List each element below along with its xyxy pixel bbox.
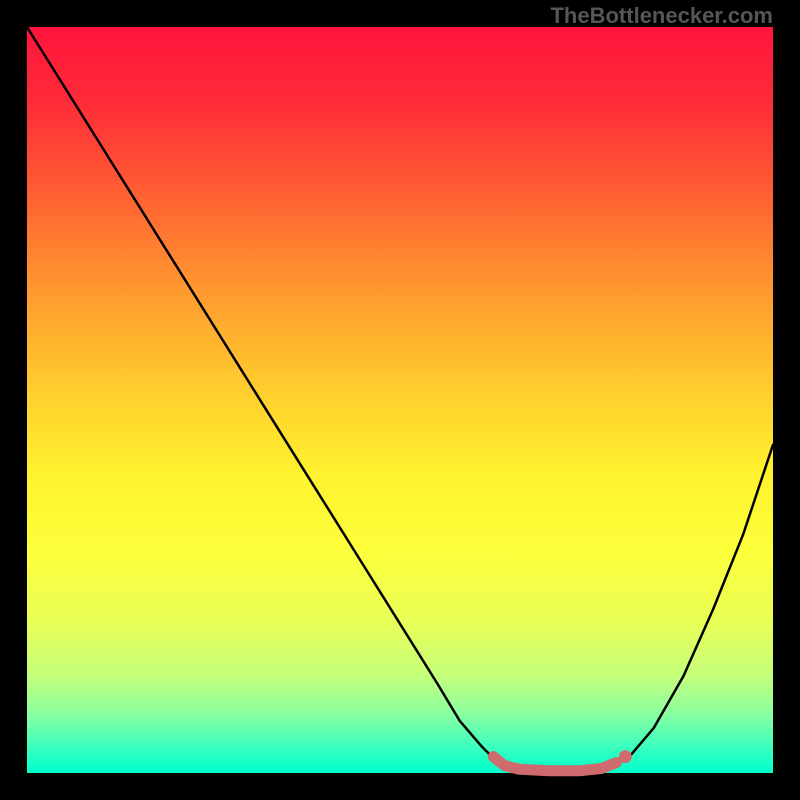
- plot-area: [27, 27, 773, 773]
- watermark-text: TheBottlenecker.com: [550, 3, 773, 29]
